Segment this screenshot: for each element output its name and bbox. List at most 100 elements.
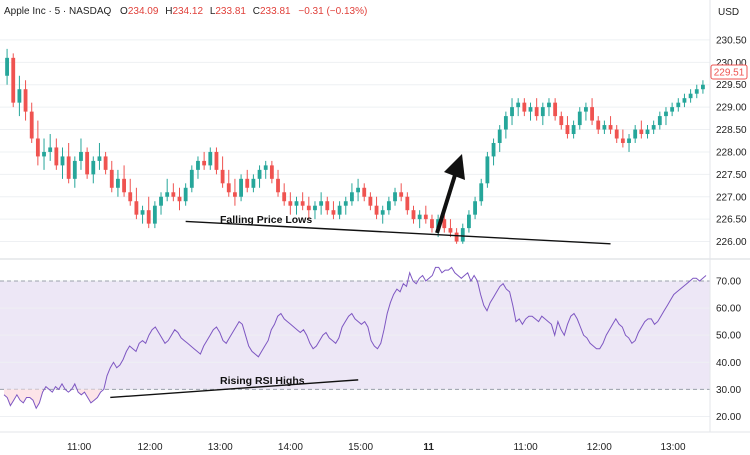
candle-body bbox=[239, 178, 243, 197]
rsi-axis[interactable]: 20.00 30.00 40.00 50.00 60.00 70.00 bbox=[716, 276, 741, 422]
candle-body bbox=[325, 201, 330, 211]
candle-body bbox=[177, 196, 182, 202]
candle-body bbox=[460, 228, 465, 242]
candle-body bbox=[91, 160, 96, 175]
candle-body bbox=[171, 192, 176, 197]
candle-body bbox=[189, 169, 194, 188]
price-tick-label: 229.00 bbox=[716, 103, 747, 114]
candle-body bbox=[651, 125, 656, 130]
candle-body bbox=[128, 192, 133, 202]
candle-body bbox=[5, 57, 9, 76]
candle-body bbox=[183, 187, 188, 202]
candle-body bbox=[657, 116, 662, 126]
rsi-annotation-label: Rising RSI Highs bbox=[220, 375, 305, 387]
candle-body bbox=[602, 125, 607, 130]
price-tick-label: 228.00 bbox=[716, 147, 747, 158]
candle-body bbox=[423, 214, 428, 220]
candle-body bbox=[534, 107, 539, 117]
candle-body bbox=[547, 102, 551, 108]
candle-body bbox=[374, 205, 379, 215]
price-tick-label: 230.50 bbox=[716, 35, 747, 46]
candle-body bbox=[35, 138, 40, 157]
candle-body bbox=[442, 219, 447, 229]
candle-body bbox=[85, 151, 90, 175]
symbol-name: Apple Inc · 5 · NASDAQ bbox=[4, 6, 111, 17]
candle-body bbox=[319, 201, 324, 206]
price-pane[interactable] bbox=[0, 0, 710, 258]
candle-body bbox=[386, 201, 391, 211]
candle-body bbox=[639, 129, 644, 135]
candle-body bbox=[23, 89, 28, 112]
candle-body bbox=[54, 147, 59, 166]
candle-body bbox=[393, 192, 397, 202]
candle-body bbox=[116, 178, 120, 188]
candle-body bbox=[473, 201, 477, 215]
candle-body bbox=[454, 232, 459, 242]
candle-body bbox=[380, 210, 385, 215]
candle-body bbox=[79, 151, 83, 161]
candle-body bbox=[362, 187, 367, 197]
candle-body bbox=[608, 125, 613, 130]
time-tick-label: 12:00 bbox=[587, 442, 612, 453]
candle-body bbox=[682, 98, 687, 103]
rsi-tick-label: 40.00 bbox=[716, 358, 741, 369]
candle-body bbox=[620, 138, 625, 143]
candle-body bbox=[571, 125, 576, 135]
time-axis[interactable]: 11:00 12:00 13:00 14:00 15:00 11 11:00 12:00 13:… bbox=[67, 442, 686, 453]
candle-body bbox=[553, 102, 558, 117]
price-tick-label: 229.50 bbox=[716, 80, 747, 91]
price-tick-label: 227.00 bbox=[716, 192, 747, 203]
rsi-tick-label: 30.00 bbox=[716, 385, 741, 396]
candle-body bbox=[368, 196, 373, 206]
price-tick-label: 226.50 bbox=[716, 215, 747, 226]
candle-body bbox=[313, 205, 317, 211]
rsi-tick-label: 50.00 bbox=[716, 331, 741, 342]
price-axis[interactable]: 226.00 226.50 227.00 227.50 228.00 228.50 229.… bbox=[716, 35, 747, 248]
candle-body bbox=[405, 196, 410, 211]
rsi-oversold-fill bbox=[4, 389, 43, 409]
candle-body bbox=[251, 178, 256, 188]
candle-body bbox=[214, 151, 219, 170]
price-tick-label: 230.00 bbox=[716, 58, 747, 69]
arrow-shaft bbox=[435, 174, 457, 234]
candle-body bbox=[584, 107, 588, 112]
time-tick-label: 11 bbox=[423, 442, 434, 453]
symbol-legend[interactable]: Apple Inc · 5 · NASDAQ O234.09 H234.12 L… bbox=[4, 6, 367, 17]
candle-body bbox=[152, 205, 157, 224]
price-tick-label: 227.50 bbox=[716, 170, 747, 181]
candle-body bbox=[165, 192, 170, 197]
candle-body bbox=[596, 120, 601, 130]
time-tick-label: 13:00 bbox=[208, 442, 233, 453]
candle-body bbox=[97, 156, 102, 161]
open-value: 234.09 bbox=[128, 6, 159, 17]
rsi-trendline bbox=[110, 379, 359, 399]
candle-body bbox=[66, 156, 71, 179]
candle-body bbox=[288, 201, 293, 206]
candle-body bbox=[356, 187, 360, 193]
rsi-line bbox=[3, 266, 707, 410]
candle-body bbox=[614, 129, 619, 139]
candle-body bbox=[411, 210, 416, 220]
time-tick-label: 11:00 bbox=[513, 442, 538, 453]
candle-body bbox=[208, 151, 213, 166]
candle-body bbox=[479, 183, 484, 202]
candle-body bbox=[516, 102, 521, 108]
candle-body bbox=[276, 178, 280, 193]
annotations-group bbox=[110, 154, 611, 399]
candle-body bbox=[664, 111, 668, 117]
candle-body bbox=[29, 111, 34, 139]
candle-body bbox=[269, 165, 274, 179]
close-label: C bbox=[253, 6, 260, 17]
candle-body bbox=[11, 57, 16, 103]
last-price-tag bbox=[710, 64, 748, 80]
change-value: −0.31 (−0.13%) bbox=[298, 6, 367, 17]
candle-body bbox=[350, 192, 354, 202]
candle-body bbox=[233, 192, 237, 197]
candle-body bbox=[48, 147, 53, 152]
candle-body bbox=[263, 165, 268, 170]
low-value: 233.81 bbox=[215, 6, 246, 17]
candle-body bbox=[701, 84, 705, 90]
high-label: H bbox=[165, 6, 172, 17]
candle-body bbox=[146, 210, 151, 224]
currency-label[interactable]: USD bbox=[718, 7, 739, 18]
